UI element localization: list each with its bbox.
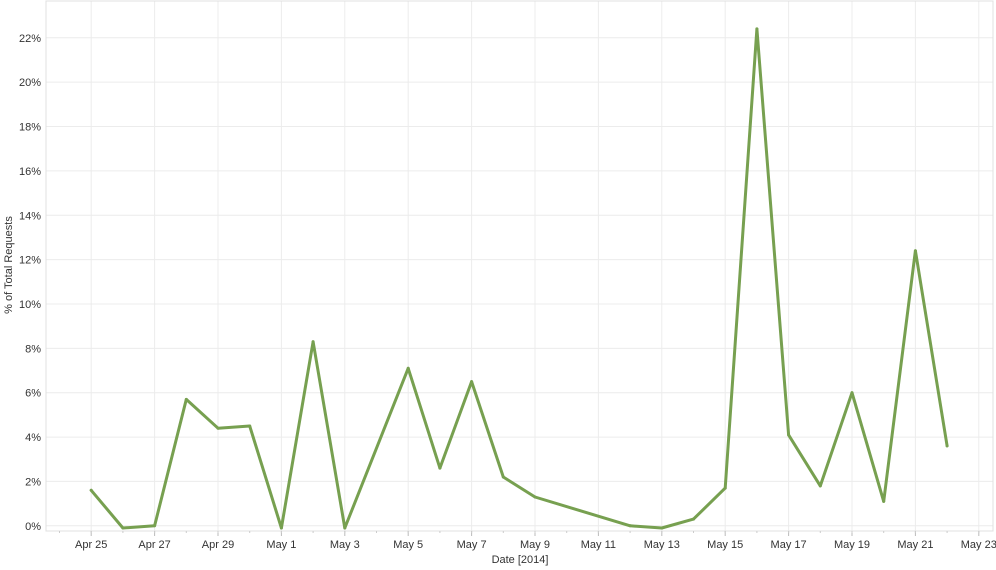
data-point <box>501 475 505 479</box>
data-point <box>438 466 442 470</box>
data-point <box>153 524 157 528</box>
y-tick-label: 2% <box>25 476 41 488</box>
y-tick-label: 4% <box>25 432 41 444</box>
series-line <box>89 27 949 530</box>
grid-layer <box>46 1 993 531</box>
x-tick-label: Apr 27 <box>138 539 170 551</box>
y-tick-label: 6% <box>25 388 41 400</box>
data-point <box>311 340 315 344</box>
data-point <box>406 366 410 370</box>
x-tick-label: May 13 <box>644 539 680 551</box>
x-tick-label: May 11 <box>581 539 616 551</box>
data-point <box>279 526 283 530</box>
data-point <box>628 524 632 528</box>
x-tick-label: May 19 <box>834 539 870 551</box>
x-tick-label: May 7 <box>457 539 487 551</box>
y-tick-label: 16% <box>19 166 41 178</box>
y-tick-label: 10% <box>19 299 41 311</box>
data-point <box>184 397 188 401</box>
x-tick-label: May 21 <box>897 539 933 551</box>
x-axis-title: Date [2014] <box>492 554 549 566</box>
data-point <box>121 526 125 530</box>
x-tick-label: May 3 <box>330 539 360 551</box>
x-tick-label: May 1 <box>266 539 296 551</box>
data-point <box>89 488 93 492</box>
y-tick-label: 18% <box>19 122 41 134</box>
data-point <box>692 517 695 521</box>
y-tick-label: 14% <box>19 210 41 222</box>
x-tick-label: May 9 <box>520 539 550 551</box>
data-point <box>660 526 664 530</box>
x-tick-label: Apr 29 <box>202 539 234 551</box>
data-point <box>343 526 347 530</box>
data-point <box>818 484 822 488</box>
y-tick-label: 8% <box>25 343 41 355</box>
series-layer <box>89 27 949 530</box>
axes-layer <box>45 0 994 536</box>
data-point <box>248 424 252 428</box>
x-tick-label: Apr 25 <box>75 539 107 551</box>
x-tick-label: May 5 <box>393 539 423 551</box>
tick-labels: 0% 2% 4% 6% 8% 10% 12% 14% 16% 18% 20% 22% Apr 25 Apr… <box>19 33 996 551</box>
data-point <box>850 391 854 395</box>
y-tick-label: 12% <box>19 255 41 267</box>
x-tick-label: May 23 <box>961 539 996 551</box>
data-point <box>945 444 949 448</box>
x-tick-label: May 17 <box>771 539 807 551</box>
data-point <box>216 426 220 430</box>
x-tick-label: May 15 <box>707 539 743 551</box>
y-axis-title: % of Total Requests <box>3 216 15 314</box>
plot-border <box>45 0 994 532</box>
y-tick-label: 20% <box>19 77 41 89</box>
data-point <box>882 499 886 503</box>
data-point <box>787 433 791 437</box>
data-point <box>470 380 474 384</box>
data-point <box>723 486 727 490</box>
data-point <box>755 27 759 31</box>
y-tick-label: 22% <box>19 33 41 45</box>
data-point <box>533 495 537 499</box>
y-tick-label: 0% <box>25 521 41 533</box>
data-point <box>913 249 917 253</box>
